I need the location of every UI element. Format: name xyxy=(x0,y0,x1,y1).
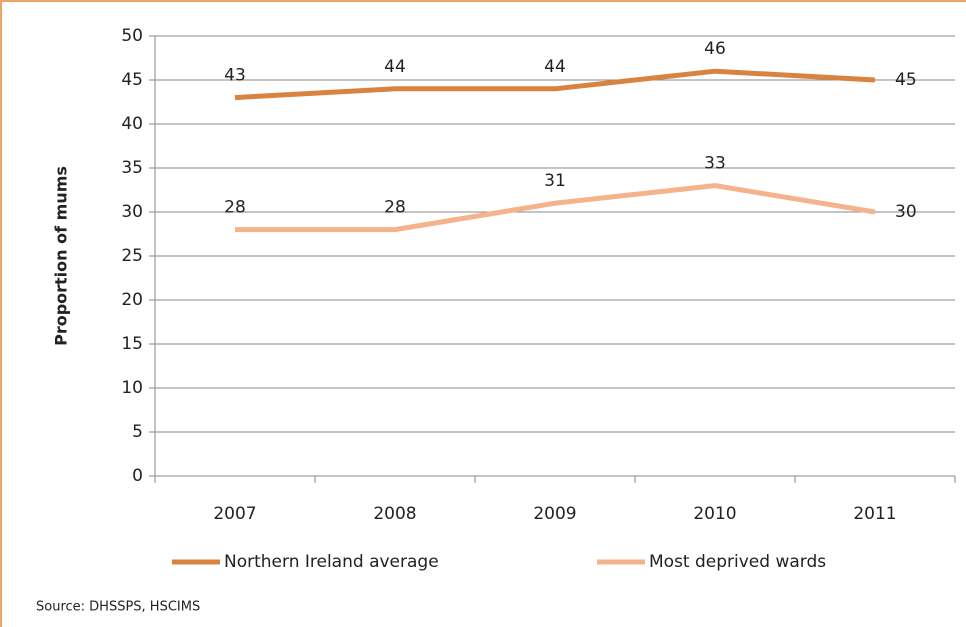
y-tick-label: 40 xyxy=(121,114,143,134)
legend-label: Northern Ireland average xyxy=(224,552,439,572)
y-tick-label: 25 xyxy=(121,246,143,266)
data-label: 45 xyxy=(895,70,917,90)
data-label: 33 xyxy=(704,154,726,174)
data-label: 30 xyxy=(895,202,917,222)
y-tick-label: 50 xyxy=(121,26,143,46)
y-tick-label: 15 xyxy=(121,334,143,354)
legend-label: Most deprived wards xyxy=(649,552,826,572)
x-tick-label: 2007 xyxy=(213,504,256,524)
data-label: 28 xyxy=(224,198,246,218)
data-label: 28 xyxy=(384,198,406,218)
data-label: 46 xyxy=(704,39,726,59)
y-tick-label: 10 xyxy=(121,378,143,398)
x-tick-label: 2008 xyxy=(373,504,416,524)
y-tick-label: 5 xyxy=(132,422,143,442)
data-label: 44 xyxy=(544,57,566,77)
y-tick-label: 20 xyxy=(121,290,143,310)
x-tick-label: 2009 xyxy=(533,504,576,524)
data-label: 31 xyxy=(544,171,566,191)
x-tick-label: 2010 xyxy=(693,504,736,524)
x-tick-label: 2011 xyxy=(853,504,896,524)
series-line xyxy=(235,183,876,233)
y-tick-label: 45 xyxy=(121,70,143,90)
y-axis-label: Proportion of mums xyxy=(52,166,71,346)
series-line xyxy=(234,68,876,101)
data-label: 44 xyxy=(384,57,406,77)
source-note: Source: DHSSPS, HSCIMS xyxy=(36,600,200,615)
y-tick-label: 30 xyxy=(121,202,143,222)
data-label: 43 xyxy=(224,66,246,86)
y-tick-label: 0 xyxy=(132,466,143,486)
y-tick-label: 35 xyxy=(121,158,143,178)
